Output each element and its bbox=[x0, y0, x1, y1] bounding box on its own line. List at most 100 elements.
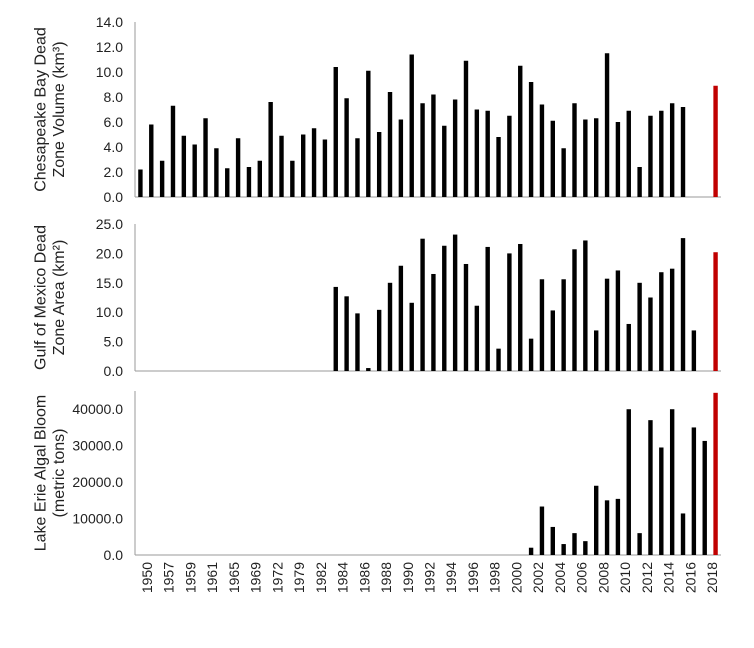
bar bbox=[442, 245, 447, 371]
bar bbox=[301, 134, 306, 197]
bar bbox=[398, 265, 404, 371]
y-axis-title-line: Chesapeake Bay Dead bbox=[33, 27, 50, 192]
bar bbox=[594, 485, 599, 555]
x-tick-label: 1992 bbox=[422, 562, 438, 593]
x-tick-label: 2010 bbox=[617, 562, 633, 593]
x-tick-label: 1996 bbox=[465, 562, 481, 593]
bar bbox=[550, 526, 555, 555]
bar bbox=[485, 110, 490, 197]
bar bbox=[583, 541, 588, 555]
bar bbox=[637, 282, 642, 371]
bar bbox=[366, 70, 371, 197]
bar bbox=[355, 138, 360, 197]
bar bbox=[594, 330, 599, 371]
y-tick-label: 12.0 bbox=[96, 39, 123, 55]
bar bbox=[604, 500, 610, 555]
x-tick-label: 1957 bbox=[161, 562, 177, 593]
x-tick-label: 2008 bbox=[595, 562, 611, 593]
bar bbox=[452, 234, 458, 371]
bar bbox=[572, 249, 577, 371]
y-axis-title-line: Lake Erie Algal Bloom bbox=[33, 395, 50, 552]
bar bbox=[398, 119, 404, 197]
bar bbox=[344, 296, 349, 371]
bar bbox=[615, 270, 621, 371]
bar bbox=[387, 282, 393, 371]
y-tick-label: 10.0 bbox=[96, 304, 123, 320]
y-axis-title: Chesapeake Bay DeadZone Volume (km³) bbox=[33, 27, 68, 192]
y-tick-label: 0.0 bbox=[104, 189, 124, 205]
bar bbox=[691, 427, 697, 555]
bar bbox=[203, 118, 208, 197]
bar bbox=[366, 368, 371, 371]
bar bbox=[583, 240, 588, 371]
bar-highlight bbox=[713, 392, 718, 555]
bar bbox=[463, 263, 469, 371]
x-tick-label: 1979 bbox=[291, 562, 307, 593]
bar bbox=[528, 547, 534, 555]
bar bbox=[431, 273, 436, 371]
y-tick-label: 25.0 bbox=[96, 216, 123, 232]
bar bbox=[680, 513, 686, 555]
bar bbox=[648, 115, 653, 197]
y-axis-title-line: (metric tons) bbox=[51, 429, 68, 518]
y-tick-label: 8.0 bbox=[104, 89, 124, 105]
bar bbox=[637, 167, 642, 197]
bar bbox=[626, 323, 631, 371]
bar bbox=[680, 107, 686, 197]
bar bbox=[637, 533, 642, 555]
y-tick-label: 15.0 bbox=[96, 275, 123, 291]
bar bbox=[659, 272, 664, 371]
bar bbox=[474, 109, 480, 197]
panel-gulf: 0.0 5.0 10.0 15.0 20.0 25.0 Gulf of Mexico Dea… bbox=[33, 216, 721, 379]
bar bbox=[355, 313, 360, 371]
y-tick-label: 0.0 bbox=[104, 547, 124, 563]
x-tick-label: 1986 bbox=[356, 562, 372, 593]
x-tick-label: 2014 bbox=[661, 562, 677, 593]
y-axis-title-line: Zone Volume (km³) bbox=[51, 41, 68, 177]
bar-highlight bbox=[713, 85, 718, 197]
y-tick-label: 10.0 bbox=[96, 64, 123, 80]
bar bbox=[376, 132, 382, 197]
bar bbox=[322, 139, 328, 197]
y-tick-label: 20000.0 bbox=[72, 474, 123, 490]
x-tick-label: 1988 bbox=[378, 562, 394, 593]
bar bbox=[149, 124, 154, 197]
bar bbox=[474, 305, 480, 371]
bar bbox=[387, 92, 393, 197]
x-tick-label: 2004 bbox=[552, 562, 568, 593]
bar bbox=[235, 138, 241, 197]
bar bbox=[615, 122, 621, 197]
bar bbox=[170, 105, 176, 197]
bar bbox=[659, 110, 664, 197]
bar bbox=[311, 128, 317, 197]
bar bbox=[604, 53, 610, 197]
bar bbox=[659, 447, 664, 555]
bar bbox=[507, 115, 512, 197]
x-tick-label: 2006 bbox=[574, 562, 590, 593]
bar bbox=[604, 278, 610, 371]
bar bbox=[561, 148, 566, 197]
bar bbox=[626, 110, 631, 197]
bar bbox=[572, 533, 577, 555]
bar bbox=[572, 103, 577, 197]
bar bbox=[138, 169, 143, 197]
bar bbox=[594, 118, 599, 197]
y-axis-title-line: Zone Area (km²) bbox=[51, 240, 68, 356]
bar bbox=[669, 268, 675, 371]
x-tick-label: 2018 bbox=[704, 562, 720, 593]
bar bbox=[420, 238, 425, 371]
x-tick-label: 1961 bbox=[204, 562, 220, 593]
bar bbox=[409, 302, 414, 371]
y-axis-title: Gulf of Mexico DeadZone Area (km²) bbox=[33, 225, 68, 370]
y-tick-label: 14.0 bbox=[96, 14, 123, 30]
bar bbox=[626, 409, 631, 555]
bar bbox=[702, 440, 707, 555]
bar bbox=[246, 167, 252, 197]
bar bbox=[615, 498, 621, 555]
bar bbox=[561, 279, 566, 371]
bar bbox=[452, 99, 458, 197]
bar bbox=[485, 246, 490, 371]
x-tick-label: 1972 bbox=[269, 562, 285, 593]
